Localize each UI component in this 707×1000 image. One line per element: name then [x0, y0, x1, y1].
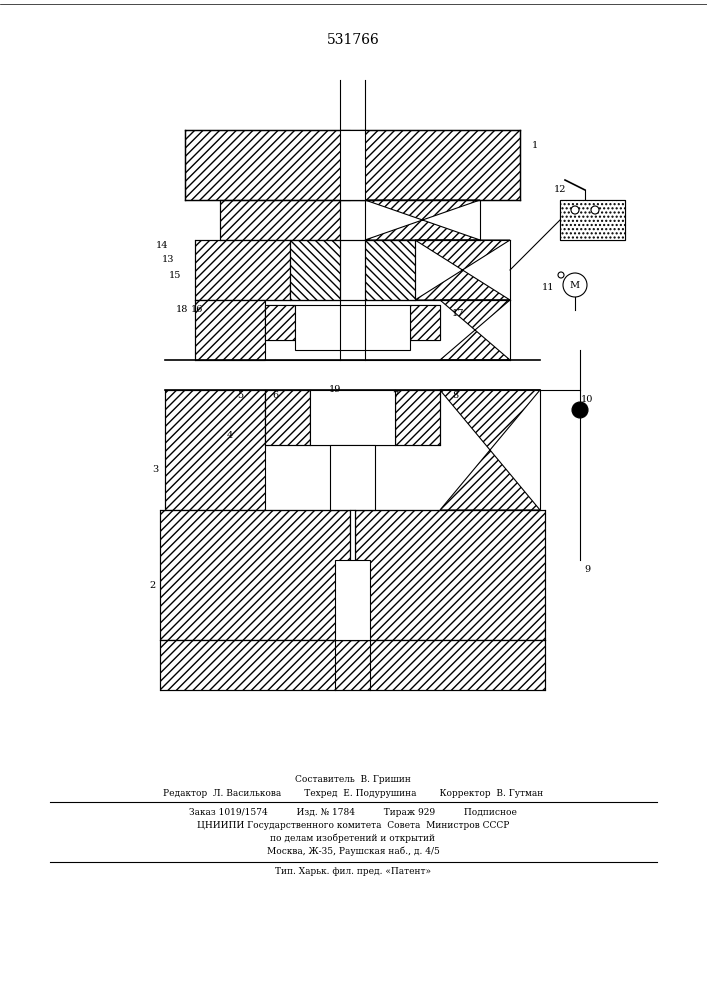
- Circle shape: [571, 206, 579, 214]
- Polygon shape: [195, 300, 265, 360]
- Polygon shape: [355, 510, 545, 640]
- Bar: [350, 510, 355, 640]
- Text: 14: 14: [156, 240, 168, 249]
- Circle shape: [591, 206, 599, 214]
- Polygon shape: [440, 300, 510, 360]
- Text: M: M: [570, 280, 580, 290]
- Text: Составитель  В. Гришин: Составитель В. Гришин: [295, 776, 411, 784]
- Bar: [410, 305, 440, 340]
- Text: Москва, Ж-35, Раушская наб., д. 4/5: Москва, Ж-35, Раушская наб., д. 4/5: [267, 847, 440, 856]
- Text: 17: 17: [452, 308, 464, 318]
- Bar: [410, 305, 440, 340]
- Polygon shape: [290, 240, 340, 300]
- Bar: [340, 130, 365, 200]
- Polygon shape: [415, 240, 510, 300]
- Bar: [310, 390, 395, 445]
- Circle shape: [558, 272, 564, 278]
- Text: Заказ 1019/1574          Изд. № 1784          Тираж 929          Подписное: Заказ 1019/1574 Изд. № 1784 Тираж 929 По…: [189, 808, 517, 817]
- Text: 7: 7: [392, 390, 398, 399]
- Bar: [560, 200, 625, 240]
- Bar: [295, 305, 410, 350]
- Text: 6: 6: [272, 390, 278, 399]
- Text: 15: 15: [169, 270, 181, 279]
- Polygon shape: [195, 240, 290, 300]
- Polygon shape: [395, 390, 440, 445]
- Bar: [330, 445, 375, 510]
- Polygon shape: [265, 390, 310, 445]
- Polygon shape: [360, 130, 520, 200]
- Text: 12: 12: [554, 186, 566, 194]
- Text: по делам изобретений и открытий: по делам изобретений и открытий: [271, 834, 436, 843]
- Text: 11: 11: [542, 284, 554, 292]
- Bar: [335, 560, 370, 640]
- Text: Редактор  Л. Василькова        Техред  Е. Подурушина        Корректор  В. Гутман: Редактор Л. Василькова Техред Е. Подуруш…: [163, 788, 543, 798]
- Text: 4: 4: [227, 430, 233, 440]
- Bar: [265, 305, 295, 340]
- Text: 16: 16: [191, 306, 203, 314]
- Polygon shape: [365, 200, 480, 240]
- Text: Тип. Харьк. фил. пред. «Патент»: Тип. Харьк. фил. пред. «Патент»: [275, 866, 431, 876]
- Bar: [560, 200, 625, 240]
- Bar: [265, 305, 295, 340]
- Polygon shape: [165, 390, 265, 510]
- Text: 3: 3: [152, 466, 158, 475]
- Text: ЦНИИПИ Государственного комитета  Совета  Министров СССР: ЦНИИПИ Государственного комитета Совета …: [197, 821, 509, 830]
- Text: 10: 10: [581, 395, 593, 404]
- Polygon shape: [365, 240, 415, 300]
- Circle shape: [572, 402, 588, 418]
- Text: 18: 18: [176, 306, 188, 314]
- Text: 13: 13: [162, 255, 174, 264]
- Text: 1: 1: [532, 140, 538, 149]
- Polygon shape: [160, 510, 350, 640]
- Text: 5: 5: [237, 390, 243, 399]
- Circle shape: [563, 273, 587, 297]
- Text: 9: 9: [584, 566, 590, 574]
- Text: 19: 19: [329, 385, 341, 394]
- Polygon shape: [220, 200, 340, 240]
- Polygon shape: [185, 130, 350, 200]
- Text: 531766: 531766: [327, 33, 380, 47]
- Polygon shape: [440, 390, 540, 510]
- Text: 8: 8: [452, 390, 458, 399]
- Text: 2: 2: [149, 580, 155, 589]
- Polygon shape: [160, 640, 545, 690]
